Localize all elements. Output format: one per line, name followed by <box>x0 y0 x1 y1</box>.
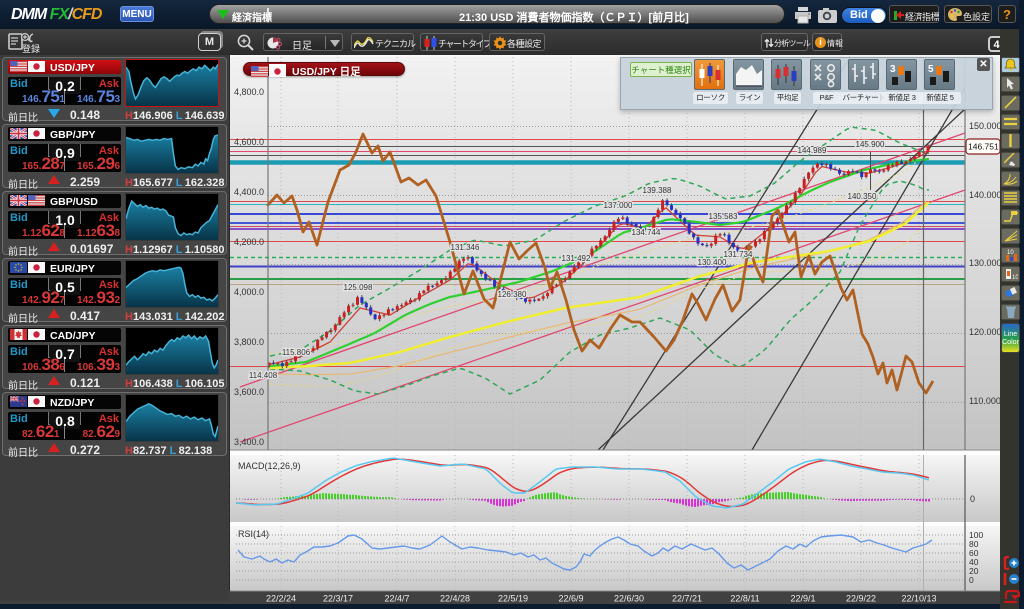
svg-text:20: 20 <box>969 566 979 576</box>
svg-text:146.751: 146.751 <box>968 142 999 152</box>
svg-text:22/9/1: 22/9/1 <box>790 594 815 604</box>
svg-text:131.734: 131.734 <box>724 250 753 259</box>
svg-text:10: 10 <box>1007 250 1014 256</box>
svg-text:22/9/22: 22/9/22 <box>846 594 876 604</box>
svg-text:10: 10 <box>1012 275 1018 281</box>
svg-text:4,000.0: 4,000.0 <box>234 287 264 297</box>
svg-text:150.000: 150.000 <box>969 121 1002 131</box>
svg-text:131.492: 131.492 <box>562 254 591 263</box>
svg-text:125.098: 125.098 <box>344 283 373 292</box>
svg-text:60: 60 <box>969 548 979 558</box>
svg-text:22/4/7: 22/4/7 <box>384 594 409 604</box>
svg-text:22/4/28: 22/4/28 <box>440 594 470 604</box>
svg-text:MACD(12,26,9): MACD(12,26,9) <box>238 461 301 471</box>
svg-text:144.989: 144.989 <box>798 146 827 155</box>
svg-text:4,400.0: 4,400.0 <box>234 187 264 197</box>
svg-text:22/6/30: 22/6/30 <box>614 594 644 604</box>
svg-text:40: 40 <box>969 557 979 567</box>
svg-text:110.000: 110.000 <box>969 396 1001 406</box>
svg-text:22/2/24: 22/2/24 <box>266 594 296 604</box>
svg-text:RSI(14): RSI(14) <box>238 529 269 539</box>
svg-text:131.346: 131.346 <box>451 243 480 252</box>
svg-text:22/5/19: 22/5/19 <box>498 594 528 604</box>
svg-text:145.900: 145.900 <box>856 140 885 149</box>
svg-text:0: 0 <box>970 494 975 504</box>
svg-text:115.806: 115.806 <box>282 348 311 357</box>
svg-text:5: 5 <box>928 64 934 75</box>
svg-text:3: 3 <box>890 64 896 75</box>
svg-text:135.583: 135.583 <box>709 212 738 221</box>
svg-text:22/7/21: 22/7/21 <box>672 594 702 604</box>
svg-text:0: 0 <box>969 575 974 585</box>
svg-text:134.744: 134.744 <box>632 228 661 237</box>
svg-text:114.408: 114.408 <box>249 371 278 380</box>
svg-text:130.400: 130.400 <box>698 258 727 267</box>
svg-text:140.350: 140.350 <box>848 192 877 201</box>
svg-text:22/8/11: 22/8/11 <box>730 594 759 604</box>
svg-text:4,600.0: 4,600.0 <box>234 137 264 147</box>
svg-text:4,800.0: 4,800.0 <box>234 87 264 97</box>
svg-text:3,600.0: 3,600.0 <box>234 387 264 397</box>
svg-text:130.000: 130.000 <box>969 258 1002 268</box>
svg-text:126.380: 126.380 <box>498 290 527 299</box>
svg-text:22/3/17: 22/3/17 <box>323 594 353 604</box>
svg-text:137.000: 137.000 <box>604 201 633 210</box>
svg-text:140.000: 140.000 <box>969 190 1002 200</box>
svg-text:22/10/13: 22/10/13 <box>901 594 936 604</box>
svg-text:80: 80 <box>969 539 979 549</box>
svg-text:4,200.0: 4,200.0 <box>234 237 264 247</box>
svg-text:120.000: 120.000 <box>969 327 1002 337</box>
svg-text:3,800.0: 3,800.0 <box>234 337 264 347</box>
svg-text:3,400.0: 3,400.0 <box>234 437 264 447</box>
svg-text:139.388: 139.388 <box>643 186 672 195</box>
svg-text:100: 100 <box>969 530 983 540</box>
svg-text:22/6/9: 22/6/9 <box>558 594 583 604</box>
